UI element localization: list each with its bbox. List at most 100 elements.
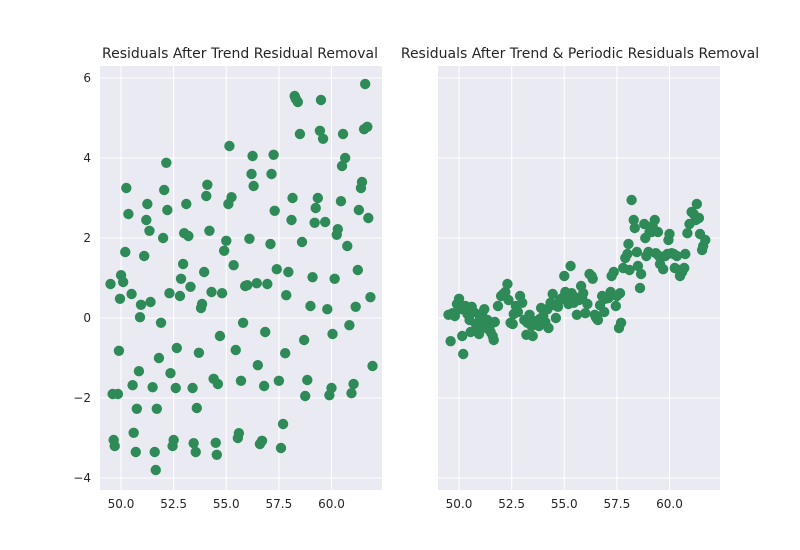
data-point — [693, 212, 705, 224]
data-point — [507, 318, 518, 330]
data-point — [187, 382, 198, 394]
data-point — [201, 190, 212, 202]
data-point — [615, 317, 627, 328]
y-tick-label: −4 — [73, 471, 91, 485]
data-point — [202, 179, 213, 190]
x-tick-label: 50.0 — [446, 497, 473, 511]
data-point — [680, 248, 691, 260]
y-tick-label: 0 — [83, 311, 91, 325]
x-tick-label: 52.5 — [160, 497, 187, 511]
data-point — [691, 198, 703, 210]
data-point — [158, 184, 170, 196]
data-point — [277, 418, 289, 430]
data-point — [571, 309, 583, 320]
data-point — [109, 440, 120, 452]
right-gridlines — [438, 66, 720, 490]
data-point — [244, 233, 255, 244]
data-point — [248, 180, 259, 192]
data-point — [317, 133, 329, 144]
data-point — [582, 298, 593, 310]
data-point — [204, 225, 215, 236]
data-point — [190, 446, 201, 458]
data-point — [138, 250, 150, 262]
data-point — [319, 216, 331, 228]
data-point — [299, 390, 311, 402]
data-point — [242, 280, 253, 291]
right-chart-title: Residuals After Trend & Periodic Residua… — [401, 46, 759, 62]
x-tick-label: 57.5 — [604, 497, 631, 511]
data-point — [580, 308, 591, 319]
data-point — [183, 230, 194, 242]
data-point — [488, 334, 499, 346]
data-point — [309, 217, 320, 228]
data-point — [177, 258, 189, 270]
x-tick-label: 60.0 — [318, 497, 345, 511]
data-point — [265, 238, 276, 250]
data-point — [326, 382, 337, 394]
data-point — [230, 344, 241, 356]
data-point — [170, 382, 181, 394]
data-point — [502, 278, 513, 290]
data-point — [142, 198, 153, 210]
data-point — [198, 266, 210, 278]
data-point — [149, 446, 160, 458]
data-point — [155, 317, 167, 328]
data-point — [479, 304, 490, 315]
data-point — [123, 208, 134, 220]
data-point — [344, 320, 355, 331]
data-point — [275, 442, 287, 454]
right-plot-area — [438, 66, 720, 490]
data-point — [298, 334, 310, 346]
data-point — [162, 204, 173, 216]
data-point — [127, 380, 138, 391]
data-point — [631, 246, 643, 258]
data-point — [652, 226, 664, 238]
data-point — [296, 236, 308, 248]
data-point — [458, 348, 469, 360]
data-point — [339, 152, 351, 164]
data-point — [322, 304, 333, 315]
data-point — [283, 266, 294, 278]
data-point — [307, 272, 318, 283]
x-tick-label: 57.5 — [266, 497, 293, 511]
data-point — [126, 288, 137, 300]
data-point — [356, 176, 368, 188]
data-point — [336, 160, 348, 172]
data-point — [235, 375, 247, 386]
data-point — [256, 435, 268, 446]
data-point — [150, 464, 161, 476]
data-point — [547, 288, 558, 300]
y-tick-label: 4 — [83, 151, 91, 165]
data-point — [512, 306, 524, 318]
data-point — [144, 225, 155, 236]
data-point — [233, 428, 245, 439]
left-y-tick-labels: −4 −2 0 2 4 6 — [73, 71, 91, 485]
y-tick-label: 2 — [83, 231, 91, 245]
data-point — [258, 380, 270, 392]
data-point — [117, 276, 129, 288]
data-point — [329, 273, 340, 284]
data-point — [362, 121, 373, 132]
right-data-points — [443, 194, 711, 360]
data-point — [359, 78, 371, 90]
data-point — [271, 264, 282, 275]
data-point — [246, 168, 257, 180]
data-point — [226, 192, 237, 203]
data-point — [168, 434, 179, 446]
data-point — [592, 314, 604, 326]
y-tick-label: 6 — [83, 71, 91, 85]
left-chart-title: Residuals After Trend Residual Removal — [102, 46, 378, 62]
data-point — [700, 234, 711, 246]
x-tick-label: 60.0 — [656, 497, 683, 511]
data-point — [587, 273, 598, 284]
data-point — [527, 330, 538, 342]
data-point — [130, 446, 141, 458]
data-point — [237, 317, 249, 328]
data-point — [342, 240, 353, 252]
data-point — [332, 224, 344, 235]
data-point — [210, 437, 221, 448]
data-point — [145, 296, 156, 308]
data-point — [302, 374, 313, 386]
data-point — [252, 360, 264, 371]
